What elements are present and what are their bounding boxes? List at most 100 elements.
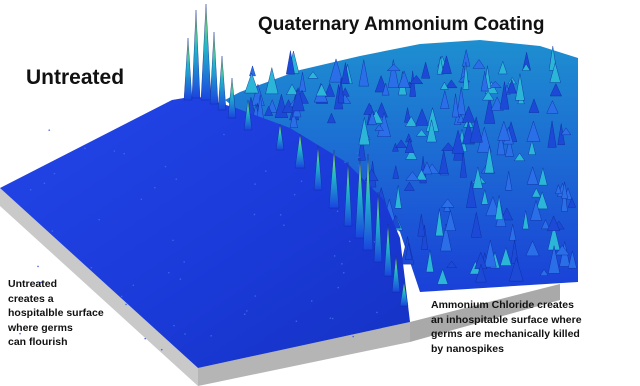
background-spike	[470, 212, 482, 238]
background-spike	[405, 148, 418, 160]
background-spike	[387, 59, 399, 88]
background-spike	[546, 100, 559, 114]
surface-speck	[123, 152, 126, 155]
background-spike	[421, 224, 428, 250]
nanospike	[313, 145, 323, 191]
background-spike	[496, 131, 506, 156]
background-spike	[530, 199, 542, 221]
background-spike	[324, 82, 336, 97]
background-spike	[440, 81, 449, 90]
surface-speck	[168, 271, 170, 274]
background-spike	[291, 86, 305, 112]
surface-speck	[173, 324, 175, 327]
surface-speck	[293, 193, 296, 196]
surface-speck	[357, 165, 359, 167]
surface-speck	[356, 152, 359, 154]
coating-description: Ammonium Chloride creates an inhospitabl…	[431, 298, 582, 356]
background-spike	[548, 245, 561, 274]
surface-speck	[352, 335, 355, 338]
nanospike	[354, 157, 366, 239]
background-spike	[405, 115, 418, 127]
coating-description-line: germs are mechanically killed	[431, 328, 580, 340]
background-spike	[513, 152, 526, 161]
background-spike	[555, 184, 562, 194]
surface-speck	[295, 320, 298, 323]
surface-speck	[341, 263, 343, 265]
nanospike	[191, 9, 201, 99]
background-spike	[441, 142, 456, 151]
background-spike	[531, 187, 542, 198]
background-spike	[395, 139, 407, 148]
background-spike	[444, 210, 456, 231]
coating-description-line: Ammonium Chloride creates	[431, 299, 574, 311]
background-spike	[466, 180, 477, 208]
background-spike	[484, 146, 495, 174]
surface-speck	[37, 265, 39, 268]
surface-speck	[154, 186, 156, 189]
background-spike	[367, 110, 377, 125]
background-spike	[498, 60, 508, 75]
background-spike	[452, 93, 460, 118]
coating-slab-side	[410, 284, 560, 342]
surface-speck	[283, 224, 285, 227]
nanospike	[373, 191, 383, 263]
background-spike	[440, 198, 455, 208]
untreated-description-line: Untreated	[8, 278, 58, 290]
surface-speck	[144, 337, 147, 340]
background-spike	[472, 59, 486, 69]
surface-speck	[140, 198, 143, 201]
background-spike	[415, 108, 429, 126]
background-spike	[451, 129, 465, 154]
background-spike	[265, 67, 279, 95]
background-spike	[404, 181, 415, 191]
background-spike	[392, 165, 400, 179]
background-spike	[404, 242, 413, 260]
surface-speck	[265, 170, 267, 172]
background-spike	[416, 129, 427, 137]
nanospike	[391, 255, 401, 293]
background-spike	[499, 81, 510, 110]
surface-speck	[223, 133, 225, 136]
untreated-slab-side	[198, 322, 410, 386]
nanospike	[399, 281, 409, 307]
surface-speck	[184, 333, 186, 335]
surface-speck	[253, 213, 256, 216]
surface-speck	[344, 161, 346, 164]
background-spike	[500, 246, 512, 266]
surface-speck	[357, 156, 360, 159]
untreated-description-line: creates a	[8, 292, 54, 305]
background-spike	[315, 83, 328, 97]
background-spike	[249, 65, 256, 77]
background-spike	[244, 72, 259, 94]
background-spike	[482, 90, 495, 101]
coating-nanospikes	[183, 3, 409, 307]
surface-speck	[51, 230, 54, 232]
background-spike	[526, 166, 539, 185]
surface-speck	[179, 278, 182, 280]
background-spike	[417, 214, 426, 237]
background-spike	[381, 82, 390, 96]
nanospike	[362, 153, 374, 251]
surface-speck	[29, 188, 32, 191]
background-spike	[286, 83, 298, 95]
background-spike	[546, 215, 561, 231]
surface-speck	[90, 266, 93, 269]
surface-speck	[279, 214, 282, 216]
nanospike	[209, 31, 219, 105]
background-spike	[459, 151, 467, 178]
background-spike	[527, 140, 536, 155]
background-spike	[522, 210, 530, 230]
background-spike	[485, 196, 501, 216]
background-spike	[440, 223, 452, 252]
surface-speck	[336, 210, 339, 213]
background-spike	[307, 71, 319, 79]
background-spike	[506, 78, 517, 94]
surface-speck	[329, 317, 332, 319]
background-spike	[472, 166, 483, 189]
background-spike	[441, 55, 452, 74]
background-spike	[289, 109, 298, 128]
surface-speck	[84, 147, 86, 150]
surface-speck	[243, 313, 246, 316]
background-spike	[505, 137, 514, 157]
